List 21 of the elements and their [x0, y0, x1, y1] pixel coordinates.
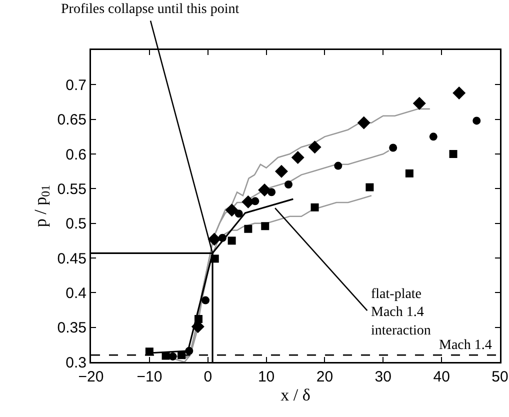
x-tick-label: 10	[258, 368, 275, 386]
x-tick-label: 50	[492, 368, 508, 386]
x-tick-label: −10	[136, 368, 162, 386]
annotation: flat-plate Mach 1.4 interaction	[371, 287, 431, 338]
x-tick-label: 20	[316, 368, 334, 386]
y-tick-label: 0.3	[66, 354, 86, 372]
y-tick-label: 0.45	[57, 250, 86, 268]
x-tick-label: 30	[374, 368, 392, 386]
x-axis-title: x / δ	[280, 386, 310, 405]
x-tick-label: 40	[433, 368, 450, 386]
y-tick-label: 0.5	[66, 216, 86, 233]
x-tick-label: 0	[204, 368, 212, 386]
y-tick-label: 0.65	[57, 112, 86, 129]
x-tick-label: −20	[78, 368, 104, 386]
y-tick-label: 0.4	[66, 284, 86, 302]
y-tick-label: 0.35	[57, 320, 86, 337]
ref-line-label: Mach 1.4	[439, 338, 492, 353]
y-tick-label: 0.6	[66, 146, 86, 164]
y-tick-label: 0.7	[66, 76, 86, 94]
annotation: Profiles collapse until this point	[61, 2, 240, 17]
y-tick-label: 0.55	[57, 180, 86, 198]
